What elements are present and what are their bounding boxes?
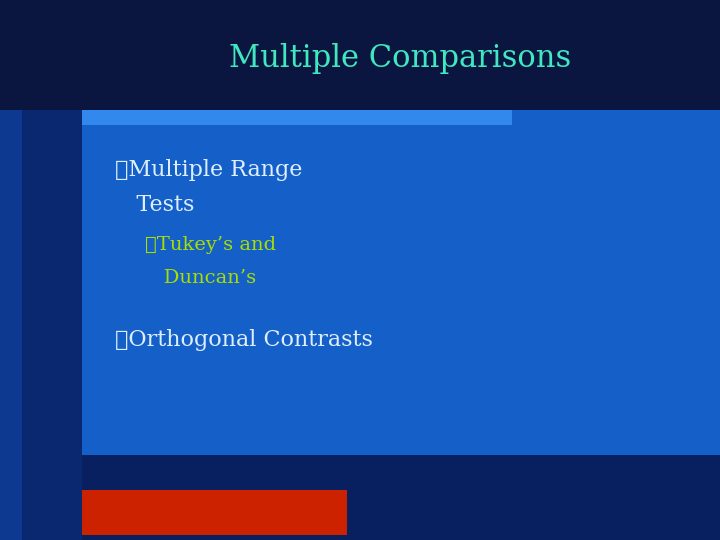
Text: ➤Tukey’s and: ➤Tukey’s and <box>145 236 276 254</box>
Bar <box>82 110 512 125</box>
Text: ❖Multiple Range: ❖Multiple Range <box>115 159 302 181</box>
Bar <box>0 0 720 110</box>
Text: Duncan’s: Duncan’s <box>145 269 256 287</box>
Bar <box>82 490 347 535</box>
Text: ❖Orthogonal Contrasts: ❖Orthogonal Contrasts <box>115 329 373 351</box>
Text: Multiple Comparisons: Multiple Comparisons <box>229 43 571 73</box>
Bar <box>82 455 720 540</box>
Bar <box>22 0 82 540</box>
Bar <box>0 0 22 540</box>
Text: Tests: Tests <box>115 194 194 216</box>
